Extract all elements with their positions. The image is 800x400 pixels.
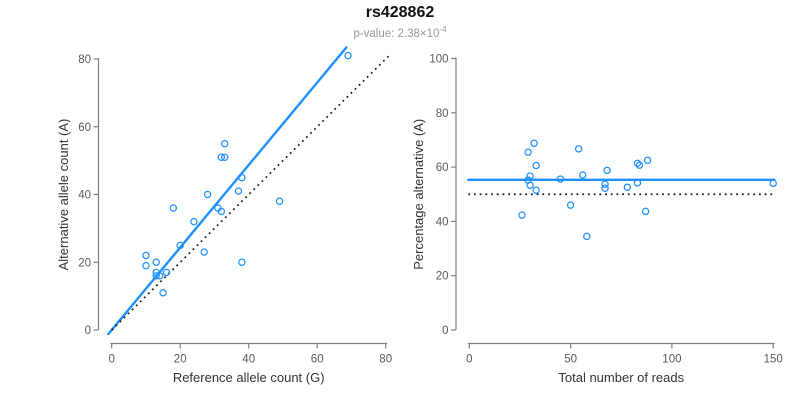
data-point (217, 207, 226, 216)
y-tick-label: 20 (436, 271, 449, 283)
allele-count-scatter-plot: 0 20 40 60 80 0 20 40 60 80 Reference allele count… (56, 46, 392, 385)
x-tick-label: 100 (662, 354, 681, 366)
y-tick-label: 100 (429, 54, 448, 66)
data-point (190, 217, 198, 226)
data-point (200, 248, 208, 256)
y-axis-title: Alternative allele count (A) (56, 119, 71, 271)
data-point (635, 161, 644, 169)
data-point (530, 139, 538, 147)
figure-subtitle: p-value: 2.38×10-4 (0, 25, 800, 40)
data-point (532, 186, 540, 194)
data-point (142, 261, 150, 270)
x-axis-title: Reference allele count (G) (173, 370, 325, 385)
y-tick-label: 60 (436, 162, 449, 174)
y-tick-label: 40 (78, 190, 91, 202)
data-point (633, 159, 642, 168)
y-tick-label: 80 (436, 108, 449, 120)
data-point (159, 289, 167, 297)
x-tick-label: 0 (108, 354, 114, 366)
y-tick-label: 60 (78, 122, 91, 134)
y-tick-label: 40 (436, 216, 449, 228)
data-point (344, 51, 352, 60)
data-point (526, 181, 534, 190)
y-tick-label: 80 (78, 54, 91, 66)
data-point (601, 184, 609, 193)
data-point (221, 153, 229, 161)
pvalue-exponent: -4 (439, 25, 447, 34)
data-point (526, 172, 534, 180)
data-point (217, 153, 226, 161)
data-point (603, 166, 611, 175)
data-point (579, 171, 587, 179)
data-point (238, 258, 246, 266)
x-axis-title: Total number of reads (558, 370, 684, 385)
data-point (566, 201, 575, 209)
data-point (633, 179, 642, 187)
y-tick-label: 20 (78, 257, 91, 269)
data-point (532, 161, 540, 170)
data-point (623, 183, 632, 191)
regression-line (107, 46, 348, 336)
x-tick-label: 80 (379, 354, 392, 366)
data-point (556, 175, 565, 183)
y-tick-label: 0 (85, 325, 91, 337)
y-axis-title: Percentage alternative (A) (411, 119, 426, 270)
data-point (524, 148, 532, 156)
x-tick-label: 50 (564, 354, 577, 366)
data-point (162, 268, 171, 277)
percentage-scatter-plot: 0 20 40 60 80 100 0 50 100 150 Total number of rea… (411, 54, 783, 386)
data-point (234, 187, 243, 195)
data-point (769, 179, 777, 188)
x-tick-label: 150 (764, 354, 783, 366)
data-point (152, 272, 160, 280)
data-point (518, 211, 526, 219)
data-point (152, 258, 160, 266)
pvalue-text: p-value: 2.38×10 (353, 27, 440, 40)
data-point (155, 272, 164, 280)
data-point (643, 156, 652, 165)
data-point (203, 190, 212, 199)
x-tick-label: 20 (174, 354, 187, 366)
data-point (176, 241, 184, 250)
x-tick-label: 60 (311, 354, 324, 366)
x-tick-label: 40 (242, 354, 255, 366)
data-point (221, 139, 229, 148)
figure-title: rs428862 (365, 4, 435, 21)
data-point (583, 232, 591, 241)
data-point (641, 207, 650, 216)
data-point (142, 251, 150, 260)
data-point (275, 197, 284, 205)
y-tick-label: 0 (442, 325, 448, 337)
data-point (574, 145, 583, 153)
data-point (601, 180, 609, 188)
data-point (238, 173, 246, 182)
data-point (169, 204, 178, 212)
identity-line (111, 55, 390, 331)
x-tick-label: 0 (466, 354, 472, 366)
